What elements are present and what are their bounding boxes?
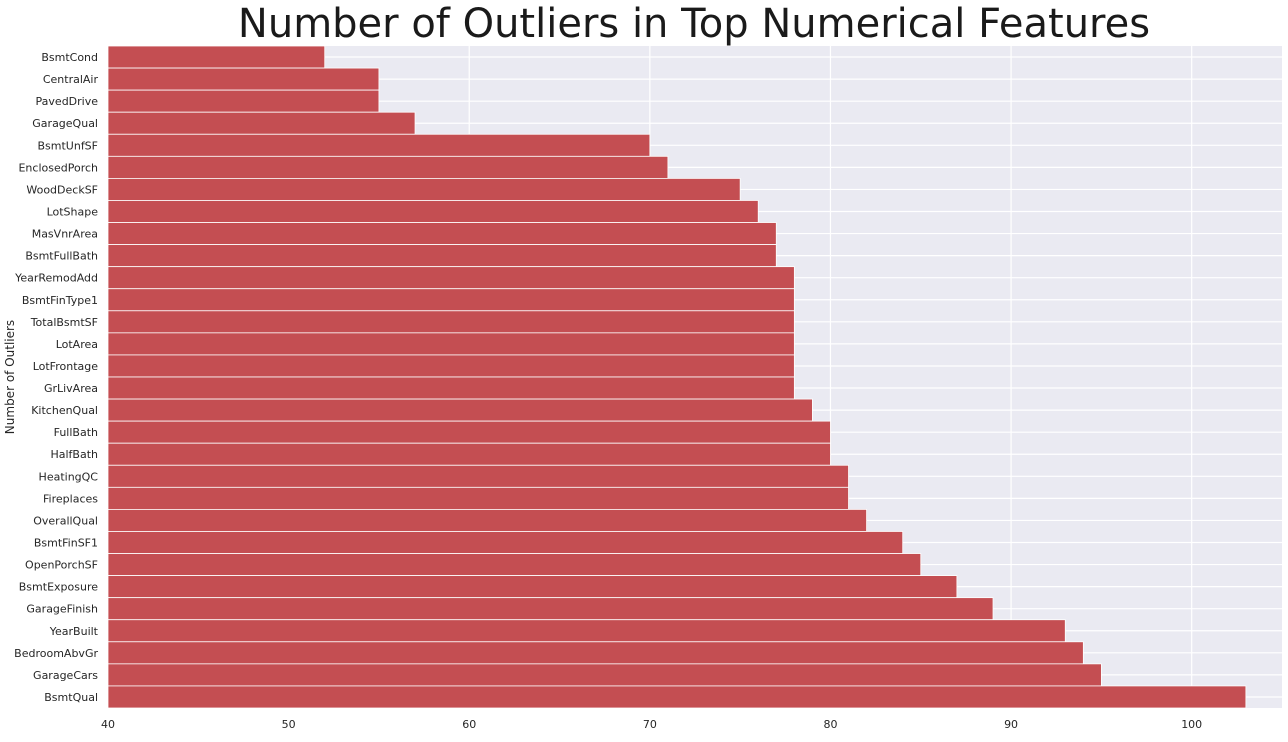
- y-tick-label: BsmtFinSF1: [34, 537, 98, 550]
- y-tick-label: GrLivArea: [44, 382, 98, 395]
- bar-BsmtUnfSF: [107, 133, 651, 157]
- plot-area: BsmtCond CentralAir PavedDrive GarageQual Bs…: [14, 45, 1282, 731]
- bar-FullBath: [107, 420, 831, 444]
- y-tick-label: LotShape: [47, 206, 99, 219]
- bar-BsmtExposure: [107, 575, 958, 599]
- bar-MasVnrArea: [107, 222, 777, 246]
- x-tick-label: 80: [823, 718, 837, 731]
- y-tick-label: MasVnrArea: [32, 228, 98, 241]
- bar-OpenPorchSF: [107, 553, 922, 576]
- y-tick-label: BedroomAbvGr: [14, 647, 98, 660]
- bar-GarageQual: [107, 111, 416, 135]
- y-tick-label: BsmtCond: [41, 51, 98, 64]
- x-tick-label: 100: [1181, 718, 1202, 731]
- x-tick-label: 70: [643, 718, 657, 731]
- y-tick-label: BsmtFinType1: [22, 294, 98, 307]
- chart-title: Number of Outliers in Top Numerical Feat…: [238, 1, 1150, 47]
- bar-BsmtFinSF1: [107, 531, 904, 554]
- y-tick-label: OverallQual: [33, 514, 98, 527]
- y-tick-label: YearRemodAdd: [14, 272, 98, 285]
- x-tick-label: 50: [282, 718, 296, 731]
- bar-KitchenQual: [107, 398, 813, 422]
- y-tick-label: KitchenQual: [31, 404, 98, 417]
- y-axis-label: Number of Outliers: [3, 320, 17, 434]
- y-tick-label: Fireplaces: [43, 492, 98, 505]
- bar-BedroomAbvGr: [107, 641, 1084, 665]
- x-tick-label: 90: [1004, 718, 1018, 731]
- bar-EnclosedPorch: [107, 155, 669, 179]
- bar-BsmtFinType1: [107, 288, 795, 312]
- bar-LotShape: [107, 200, 759, 223]
- y-tick-label: HalfBath: [50, 448, 98, 461]
- y-tick-label: OpenPorchSF: [25, 559, 98, 572]
- x-tick-label: 40: [101, 718, 115, 731]
- bar-BsmtQual: [107, 685, 1247, 709]
- y-tick-label: GarageCars: [33, 669, 98, 682]
- bar-WoodDeckSF: [107, 177, 741, 201]
- y-tick-label: CentralAir: [43, 73, 99, 86]
- bar-GrLivArea: [107, 376, 795, 400]
- y-tick-label: WoodDeckSF: [26, 183, 98, 196]
- bar-GarageFinish: [107, 597, 994, 621]
- y-tick-label: GarageQual: [32, 117, 98, 130]
- y-tick-label: LotFrontage: [33, 360, 99, 373]
- bar-Fireplaces: [107, 486, 849, 510]
- bar-BsmtCond: [107, 45, 326, 69]
- x-tick-label: 60: [462, 718, 476, 731]
- y-tick-label: YearBuilt: [49, 625, 99, 638]
- bar-OverallQual: [107, 508, 867, 532]
- y-tick-label: HeatingQC: [39, 470, 99, 483]
- y-tick-label: BsmtExposure: [19, 581, 98, 594]
- bar-GarageCars: [107, 663, 1102, 687]
- bar-LotArea: [107, 332, 795, 356]
- bar-BsmtFullBath: [107, 244, 777, 268]
- y-tick-label: BsmtQual: [44, 691, 98, 704]
- bar-TotalBsmtSF: [107, 310, 795, 334]
- y-tick-label: BsmtUnfSF: [37, 139, 98, 152]
- bar-HeatingQC: [107, 464, 849, 488]
- y-tick-label: FullBath: [54, 426, 98, 439]
- y-tick-label: GarageFinish: [26, 603, 98, 616]
- bar-CentralAir: [107, 67, 380, 91]
- y-tick-label: LotArea: [56, 338, 98, 351]
- y-tick-label: PavedDrive: [36, 95, 99, 108]
- bar-HalfBath: [107, 442, 831, 466]
- bar-YearRemodAdd: [107, 266, 795, 290]
- y-tick-label: EnclosedPorch: [18, 161, 98, 174]
- y-tick-label: TotalBsmtSF: [30, 316, 98, 329]
- bar-LotFrontage: [107, 354, 795, 378]
- y-tick-label: BsmtFullBath: [25, 250, 98, 263]
- bar-YearBuilt: [107, 619, 1066, 643]
- bar-PavedDrive: [107, 89, 380, 113]
